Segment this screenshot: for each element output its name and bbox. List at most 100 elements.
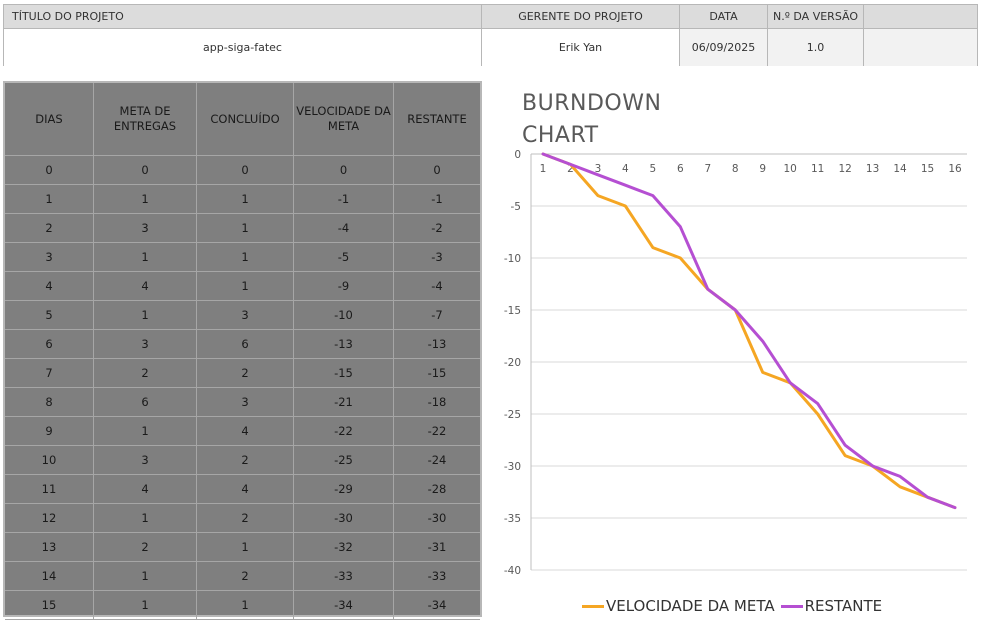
cell-concluido[interactable]: 2 [197, 359, 294, 387]
project-manager-value[interactable]: Erik Yan [482, 29, 680, 66]
cell-meta[interactable]: 3 [94, 214, 197, 242]
cell-velocidade[interactable]: -32 [294, 533, 394, 561]
cell-meta[interactable]: 1 [94, 417, 197, 445]
cell-velocidade[interactable]: -34 [294, 591, 394, 619]
table-row: 8 6 3 -21 -18 [5, 388, 480, 417]
cell-dias[interactable]: 13 [5, 533, 94, 561]
cell-dias[interactable]: 12 [5, 504, 94, 532]
cell-velocidade[interactable]: 0 [294, 156, 394, 184]
cell-velocidade[interactable]: -13 [294, 330, 394, 358]
cell-concluido[interactable]: 6 [197, 330, 294, 358]
cell-meta[interactable]: 4 [94, 475, 197, 503]
cell-restante[interactable]: -3 [431, 249, 443, 264]
cell-restante[interactable]: -34 [427, 597, 447, 612]
cell-velocidade[interactable]: -1 [294, 185, 394, 213]
legend-item-restante: RESTANTE [780, 597, 882, 615]
project-value-row: app-siga-fatec Erik Yan 06/09/2025 1.0 [4, 29, 977, 66]
cell-concluido[interactable]: 1 [197, 185, 294, 213]
cell-meta[interactable]: 1 [94, 301, 197, 329]
column-header-meta-de-entregas: META DE ENTREGAS [94, 83, 197, 155]
cell-concluido[interactable]: 1 [197, 272, 294, 300]
column-header-restante: RESTANTE [407, 111, 467, 126]
cell-restante[interactable]: -4 [431, 278, 443, 293]
cell-velocidade[interactable]: -33 [294, 562, 394, 590]
cell-concluido[interactable]: 3 [197, 388, 294, 416]
cell-concluido[interactable]: 1 [197, 533, 294, 561]
cell-restante[interactable]: -22 [427, 423, 447, 438]
cell-dias[interactable]: 0 [5, 156, 94, 184]
cell-concluido[interactable]: 2 [197, 562, 294, 590]
cell-concluido[interactable]: 1 [197, 591, 294, 619]
cell-meta[interactable]: 2 [94, 533, 197, 561]
cell-restante[interactable]: -18 [427, 394, 447, 409]
cell-velocidade[interactable]: -25 [294, 446, 394, 474]
cell-restante[interactable]: -30 [427, 510, 447, 525]
cell-meta[interactable]: 2 [94, 359, 197, 387]
cell-velocidade[interactable]: -21 [294, 388, 394, 416]
cell-dias[interactable]: 2 [5, 214, 94, 242]
cell-concluido[interactable]: 1 [197, 243, 294, 271]
empty-value-cell[interactable] [864, 29, 977, 66]
cell-dias[interactable]: 9 [5, 417, 94, 445]
table-row: 6 3 6 -13 -13 [5, 330, 480, 359]
table-body: 0 0 0 0 0 1 1 1 -1 -1 2 3 1 -4 -2 3 1 1 -5 -3 4 4 1 -9 -4 5 1 3 -10-… [5, 156, 480, 620]
cell-concluido[interactable]: 4 [197, 475, 294, 503]
cell-restante[interactable]: -28 [427, 481, 447, 496]
cell-meta[interactable]: 1 [94, 591, 197, 619]
cell-meta[interactable]: 1 [94, 504, 197, 532]
cell-restante[interactable]: 0 [433, 162, 441, 177]
cell-restante[interactable]: -31 [427, 539, 447, 554]
x-tick-label: 16 [948, 163, 962, 175]
cell-dias[interactable]: 11 [5, 475, 94, 503]
column-header-dias: DIAS [5, 83, 94, 155]
cell-concluido[interactable]: 0 [197, 156, 294, 184]
cell-dias[interactable]: 4 [5, 272, 94, 300]
cell-meta[interactable]: 0 [94, 156, 197, 184]
cell-meta[interactable]: 3 [94, 330, 197, 358]
cell-restante[interactable]: -13 [427, 336, 447, 351]
cell-velocidade[interactable]: -5 [294, 243, 394, 271]
cell-restante[interactable]: -2 [431, 220, 443, 235]
cell-dias[interactable]: 3 [5, 243, 94, 271]
cell-velocidade[interactable]: -4 [294, 214, 394, 242]
cell-meta[interactable]: 4 [94, 272, 197, 300]
cell-restante[interactable]: -15 [427, 365, 447, 380]
version-value[interactable]: 1.0 [768, 29, 864, 66]
chart-legend: VELOCIDADE DA META RESTANTE [582, 596, 888, 616]
cell-dias[interactable]: 14 [5, 562, 94, 590]
legend-swatch-restante [780, 604, 803, 608]
cell-dias[interactable]: 6 [5, 330, 94, 358]
cell-concluido[interactable]: 4 [197, 417, 294, 445]
cell-dias[interactable]: 8 [5, 388, 94, 416]
cell-dias[interactable]: 10 [5, 446, 94, 474]
cell-meta[interactable]: 1 [94, 185, 197, 213]
cell-dias[interactable]: 15 [5, 591, 94, 619]
cell-velocidade[interactable]: -22 [294, 417, 394, 445]
cell-velocidade[interactable]: -30 [294, 504, 394, 532]
cell-concluido[interactable]: 1 [197, 214, 294, 242]
cell-restante[interactable]: -7 [431, 307, 443, 322]
cell-velocidade[interactable]: -15 [294, 359, 394, 387]
table-row: 11 4 4 -29 -28 [5, 475, 480, 504]
cell-velocidade[interactable]: -10 [294, 301, 394, 329]
cell-concluido[interactable]: 2 [197, 504, 294, 532]
date-header: DATA [680, 5, 768, 28]
cell-dias[interactable]: 7 [5, 359, 94, 387]
cell-meta[interactable]: 1 [94, 562, 197, 590]
cell-restante[interactable]: -33 [427, 568, 447, 583]
x-tick-label: 5 [650, 163, 657, 175]
cell-concluido[interactable]: 3 [197, 301, 294, 329]
cell-meta[interactable]: 1 [94, 243, 197, 271]
cell-velocidade[interactable]: -29 [294, 475, 394, 503]
cell-velocidade[interactable]: -9 [294, 272, 394, 300]
cell-meta[interactable]: 3 [94, 446, 197, 474]
cell-dias[interactable]: 5 [5, 301, 94, 329]
project-title-value[interactable]: app-siga-fatec [4, 29, 482, 66]
date-value[interactable]: 06/09/2025 [680, 29, 768, 66]
cell-concluido[interactable]: 2 [197, 446, 294, 474]
cell-restante[interactable]: -24 [427, 452, 447, 467]
cell-meta[interactable]: 6 [94, 388, 197, 416]
cell-dias[interactable]: 1 [5, 185, 94, 213]
y-tick-label: -5 [511, 201, 521, 213]
cell-restante[interactable]: -1 [431, 191, 443, 206]
